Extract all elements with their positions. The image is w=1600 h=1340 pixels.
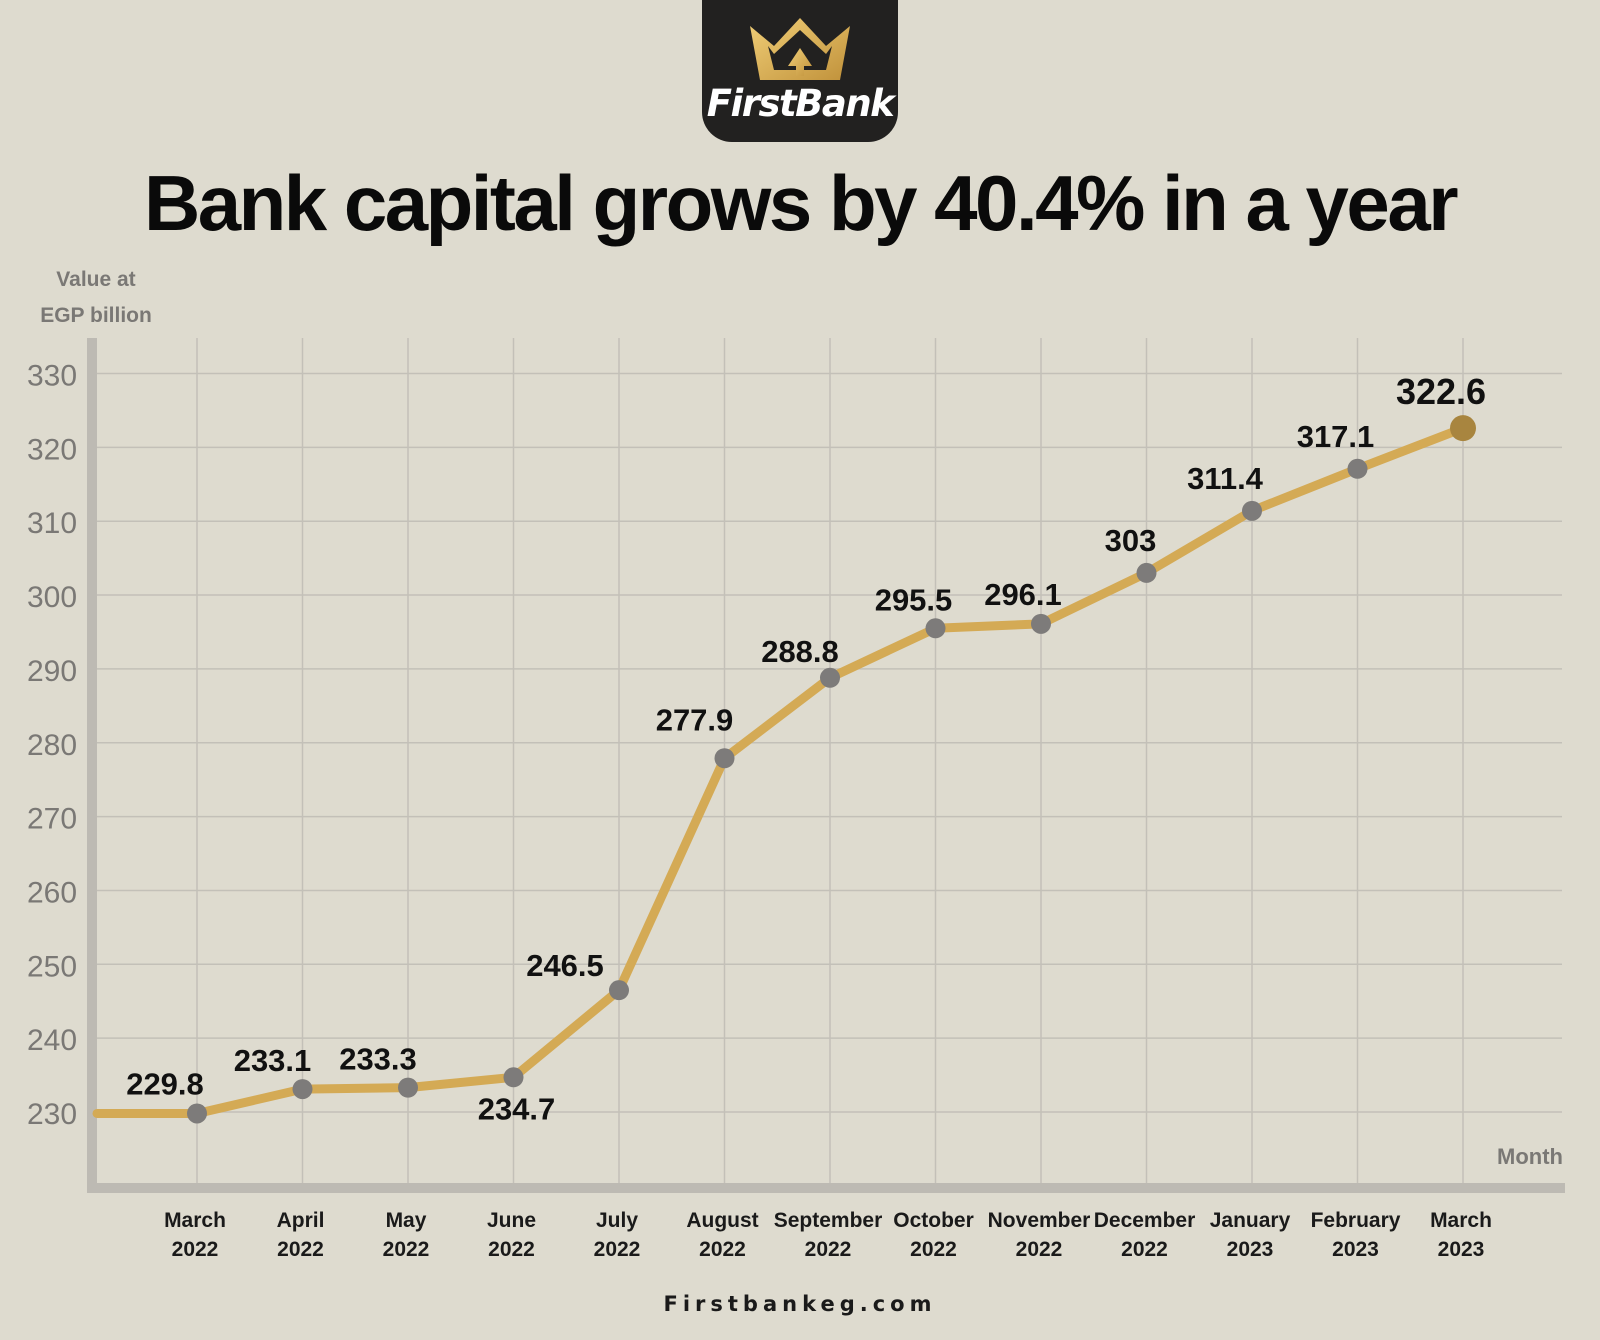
- y-axis-label-line-1: Value at: [56, 268, 136, 291]
- x-tick-label-year: 2023: [1438, 1238, 1485, 1261]
- data-point: [292, 1079, 313, 1100]
- y-tick-label: 230: [27, 1098, 77, 1131]
- y-tick-label: 250: [27, 950, 77, 983]
- data-label: 311.4: [1187, 461, 1264, 496]
- series-line: [92, 423, 1468, 1118]
- y-tick-label: 310: [27, 507, 77, 540]
- data-point: [820, 667, 840, 688]
- x-tick-label-year: 2022: [699, 1238, 746, 1261]
- brand-wordmark: FirstBank: [706, 82, 895, 125]
- y-axis-label: Value at EGP billion: [40, 262, 152, 334]
- x-tick-label-month: October: [893, 1209, 974, 1232]
- x-tick-label-year: 2022: [277, 1238, 324, 1261]
- x-tick-label-year: 2022: [1121, 1238, 1168, 1261]
- x-tick-label-year: 2022: [383, 1238, 430, 1261]
- line-chart: 230 240 250 260 270 280 290 300 310 320 330 March 20…: [27, 338, 1565, 1261]
- data-point: [714, 748, 735, 769]
- data-label: 295.5: [875, 582, 953, 617]
- x-tick-label-year: 2022: [172, 1238, 219, 1261]
- data-label: 246.5: [526, 948, 604, 983]
- y-tick-label: 300: [27, 581, 77, 614]
- crown-icon: [750, 18, 850, 80]
- brand-logo: FirstBank: [702, 0, 898, 142]
- data-point: [925, 618, 946, 639]
- y-tick-label: 280: [27, 729, 77, 762]
- y-tick-label: 270: [27, 803, 77, 836]
- x-tick-label-month: December: [1094, 1209, 1196, 1232]
- y-tick-label: 320: [27, 433, 77, 466]
- x-tick-label-year: 2022: [488, 1238, 535, 1261]
- x-tick-label-month: March: [1430, 1209, 1492, 1232]
- x-tick-label-year: 2022: [805, 1238, 852, 1261]
- data-label: 322.6: [1396, 371, 1486, 412]
- data-point: [1136, 562, 1157, 583]
- x-tick-label-year: 2022: [910, 1238, 957, 1261]
- data-label: 303: [1105, 523, 1157, 558]
- data-label: 296.1: [984, 577, 1062, 612]
- y-tick-label: 290: [27, 655, 77, 688]
- x-tick-label-month: June: [487, 1209, 536, 1232]
- data-label: 233.1: [234, 1043, 312, 1078]
- chart-title: Bank capital grows by 40.4% in a year: [143, 159, 1459, 247]
- y-tick-label: 260: [27, 876, 77, 909]
- y-axis-label-line-2: EGP billion: [40, 304, 152, 327]
- x-tick-label-month: January: [1210, 1209, 1291, 1232]
- data-point: [1031, 613, 1051, 634]
- data-label: 288.8: [761, 634, 839, 669]
- y-tick-label: 330: [27, 360, 77, 393]
- x-tick-label-year: 2022: [594, 1238, 641, 1261]
- x-tick-label-month: April: [277, 1209, 325, 1232]
- data-point: [1347, 458, 1368, 479]
- data-point: [1450, 415, 1476, 442]
- y-tick-label: 240: [27, 1024, 77, 1057]
- x-tick-label-year: 2023: [1332, 1238, 1379, 1261]
- data-point: [1242, 500, 1262, 521]
- data-label: 234.7: [478, 1091, 556, 1126]
- footer-url: Firstbankeg.com: [663, 1292, 937, 1316]
- x-tick-label-year: 2022: [1016, 1238, 1063, 1261]
- x-axis-label: Month: [1497, 1144, 1563, 1169]
- x-tick-label-month: September: [774, 1209, 883, 1232]
- x-tick-label-month: July: [596, 1209, 638, 1232]
- x-tick-label-month: August: [686, 1209, 758, 1232]
- data-label: 317.1: [1297, 419, 1375, 454]
- x-tick-label-month: May: [386, 1209, 427, 1232]
- x-tick-label-month: November: [988, 1209, 1091, 1232]
- data-point: [187, 1103, 207, 1124]
- data-point: [609, 980, 629, 1001]
- x-tick-label-year: 2023: [1227, 1238, 1274, 1261]
- data-label: 233.3: [339, 1042, 417, 1077]
- data-point: [503, 1067, 524, 1088]
- data-point: [398, 1077, 418, 1098]
- data-label: 277.9: [656, 702, 734, 737]
- data-label: 229.8: [126, 1066, 204, 1101]
- x-tick-label-month: February: [1311, 1209, 1401, 1232]
- x-tick-label-month: March: [164, 1209, 226, 1232]
